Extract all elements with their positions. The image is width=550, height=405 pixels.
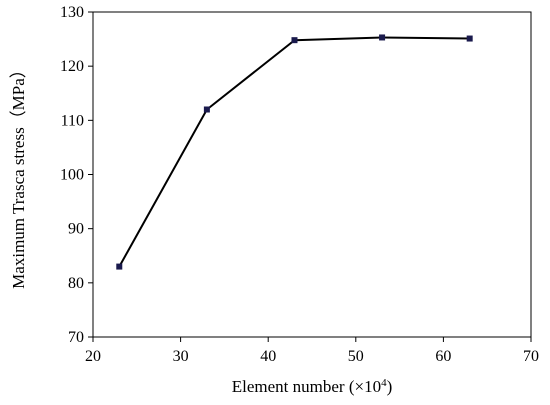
y-tick-label: 70	[68, 329, 84, 346]
data-point	[291, 37, 298, 44]
y-tick-label: 80	[68, 275, 84, 292]
y-tick-label: 120	[60, 58, 84, 75]
x-tick-label: 70	[523, 348, 539, 365]
x-axis: 20 30 40 50 60 70	[85, 337, 539, 365]
x-tick-label: 40	[260, 348, 276, 365]
y-tick-label: 90	[68, 221, 84, 238]
series-line	[118, 36, 470, 268]
y-tick-label: 100	[60, 167, 84, 184]
x-tick-label: 50	[348, 348, 364, 365]
x-axis-title: Element number (×104)	[232, 377, 393, 396]
plot-area-frame	[92, 11, 532, 338]
data-point	[379, 34, 386, 41]
y-tick-label: 130	[60, 4, 84, 21]
y-axis-title: Maximum Trasca stress（MPa）	[9, 61, 28, 289]
data-point	[466, 35, 473, 42]
x-tick-label: 20	[85, 348, 101, 365]
y-axis: 70 80 90 100 110 120 130	[60, 4, 93, 346]
data-point	[203, 106, 210, 113]
x-tick-label: 30	[173, 348, 189, 365]
y-tick-label: 110	[61, 112, 84, 129]
x-tick-label: 60	[435, 348, 451, 365]
series-markers	[116, 34, 473, 270]
data-point	[116, 263, 123, 270]
